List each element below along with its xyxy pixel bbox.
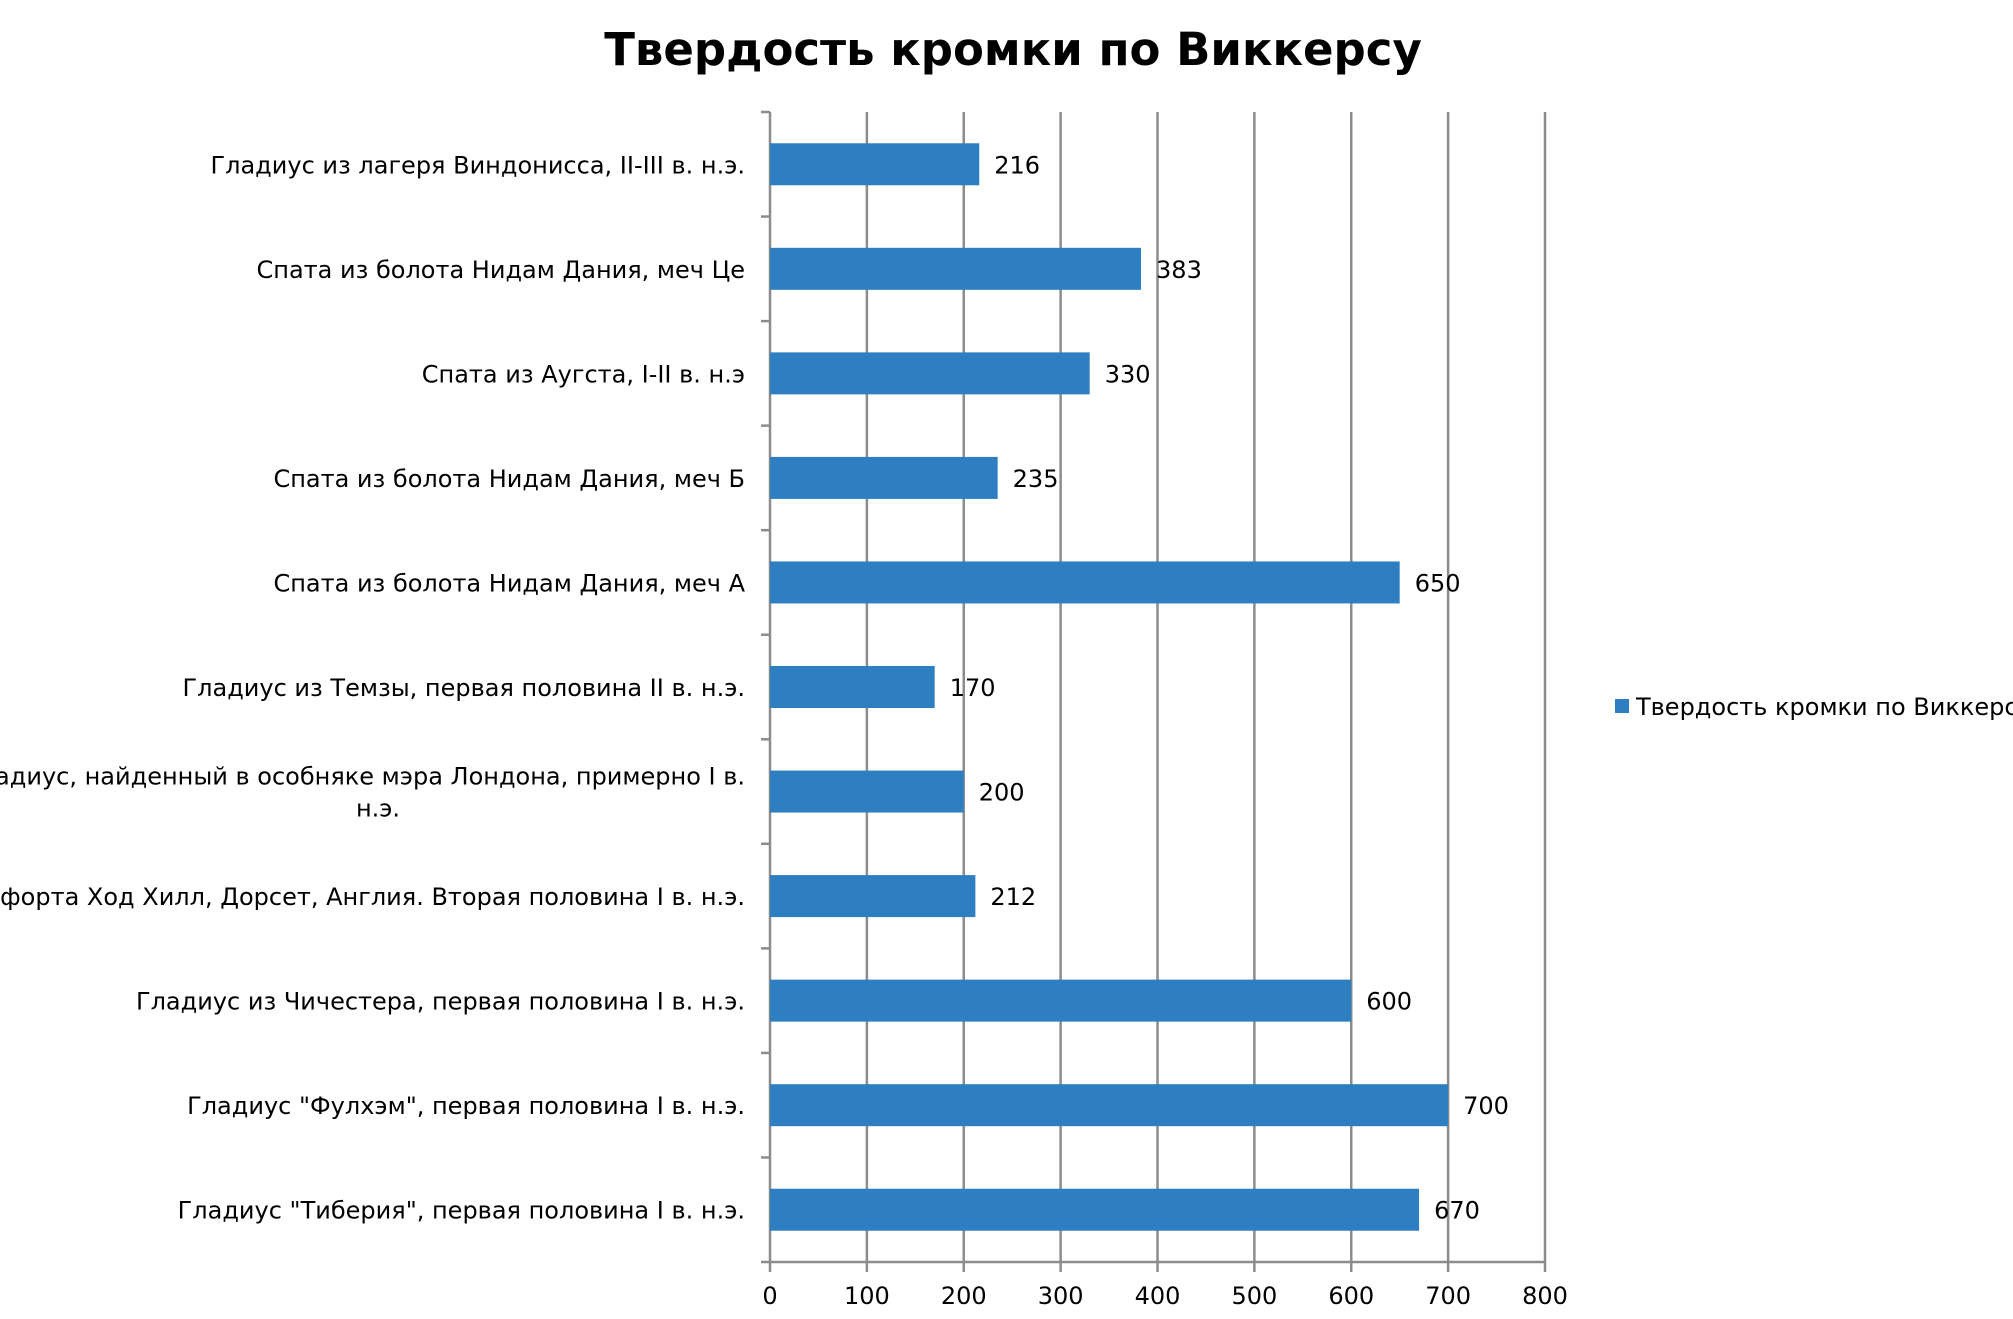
bar — [770, 247, 1142, 290]
category-label: Гладиус из Чичестера, первая половина I … — [136, 988, 745, 1016]
category-label-line: Гладиус "Тиберия", первая половина I в. … — [178, 1197, 745, 1225]
chart-title: Твердость кромки по Виккерсу — [604, 23, 1422, 76]
data-label: 216 — [994, 151, 1040, 179]
x-tick-label: 200 — [941, 1282, 987, 1310]
bar — [770, 1084, 1449, 1127]
x-tick-label: 300 — [1038, 1282, 1084, 1310]
x-tick-label: 100 — [844, 1282, 890, 1310]
data-label: 212 — [990, 883, 1036, 911]
legend-swatch — [1615, 699, 1629, 713]
data-label: 600 — [1366, 988, 1412, 1016]
x-tick-label: 0 — [762, 1282, 777, 1310]
data-label: 330 — [1105, 360, 1151, 388]
data-label: 235 — [1013, 465, 1059, 493]
category-label: Гладиус "Тиберия", первая половина I в. … — [178, 1197, 745, 1225]
x-tick-label: 400 — [1135, 1282, 1181, 1310]
category-label-line: Гладиус "Фулхэм", первая половина I в. н… — [187, 1092, 745, 1120]
data-label: 650 — [1415, 569, 1461, 597]
category-label: Спата из болота Нидам Дания, меч Це — [257, 256, 745, 284]
category-label-line: Спата из Аугста, I-II в. н.э — [422, 360, 745, 388]
x-tick-label: 700 — [1425, 1282, 1471, 1310]
bar — [770, 561, 1400, 604]
bar — [770, 1188, 1420, 1231]
category-label-line: н.э. — [356, 795, 400, 823]
bars — [770, 143, 1449, 1231]
data-label: 670 — [1434, 1197, 1480, 1225]
legend: Твердость кромки по Виккерсу — [1615, 693, 2013, 721]
category-label-line: Гладиус из Темзы, первая половина II в. … — [183, 674, 745, 702]
labels: 0 100 200 300 400 500 600 700 800 216 Гладиус из л… — [0, 151, 1568, 1310]
category-label-line: Гладиус из Чичестера, первая половина I … — [136, 988, 745, 1016]
bar — [770, 875, 976, 918]
category-label-line: Спата из болота Нидам Дания, меч А — [273, 569, 745, 597]
category-label-line: Гладиус из лагеря Виндонисса, II-III в. … — [211, 151, 746, 179]
bar — [770, 143, 980, 186]
category-label: Гладиус, найденный в особняке мэра Лондо… — [0, 763, 745, 823]
category-label: Спата из Аугста, I-II в. н.э — [422, 360, 745, 388]
bar — [770, 666, 935, 708]
data-label: 700 — [1463, 1092, 1509, 1120]
bar — [770, 352, 1090, 395]
data-label: 170 — [950, 674, 996, 702]
category-label: Спата из болота Нидам Дания, меч Б — [273, 465, 745, 493]
bar — [770, 770, 964, 813]
category-label-line: Спата из болота Нидам Дания, меч Б — [273, 465, 745, 493]
gridlines — [865, 112, 1547, 1262]
category-label: Меч форта Ход Хилл, Дорсет, Англия. Втор… — [0, 883, 745, 911]
category-label-line: Гладиус, найденный в особняке мэра Лондо… — [0, 763, 745, 791]
category-label-line: Меч форта Ход Хилл, Дорсет, Англия. Втор… — [0, 883, 745, 911]
category-label: Гладиус из лагеря Виндонисса, II-III в. … — [211, 151, 746, 179]
x-tick-label: 600 — [1328, 1282, 1374, 1310]
bar — [770, 456, 998, 499]
x-tick-label: 800 — [1522, 1282, 1568, 1310]
category-label-line: Спата из болота Нидам Дания, меч Це — [257, 256, 745, 284]
legend-label: Твердость кромки по Виккерсу — [1635, 693, 2013, 721]
x-tick-label: 500 — [1231, 1282, 1277, 1310]
bar — [770, 979, 1352, 1022]
category-label: Гладиус из Темзы, первая половина II в. … — [183, 674, 745, 702]
category-label: Гладиус "Фулхэм", первая половина I в. н… — [187, 1092, 745, 1120]
data-label: 200 — [979, 779, 1025, 807]
category-label: Спата из болота Нидам Дания, меч А — [273, 569, 745, 597]
data-label: 383 — [1156, 256, 1202, 284]
